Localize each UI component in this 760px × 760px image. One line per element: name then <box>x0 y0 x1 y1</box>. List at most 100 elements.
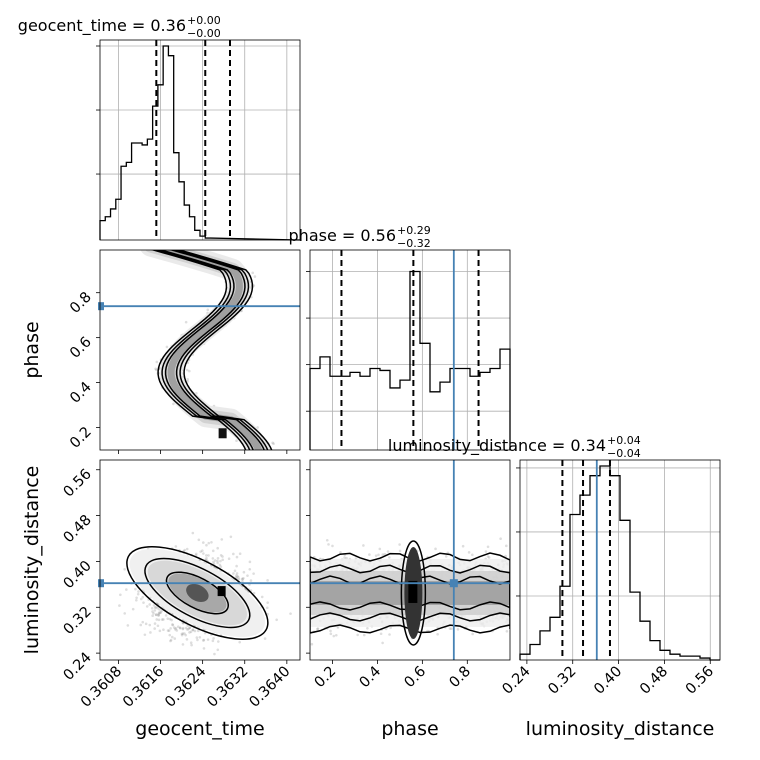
sample-point <box>155 368 158 372</box>
sample-point <box>183 548 186 552</box>
sample-point <box>153 622 157 625</box>
sample-point <box>467 551 471 554</box>
sample-point <box>216 561 219 565</box>
sample-point <box>170 635 174 639</box>
contour-2 <box>158 250 265 450</box>
sample-point <box>136 592 140 596</box>
sample-point <box>194 552 198 556</box>
sample-point <box>188 626 192 630</box>
sample-point <box>198 635 202 639</box>
sample-point <box>184 626 188 630</box>
sample-point <box>154 613 158 616</box>
sample-point <box>241 578 244 581</box>
sample-point <box>368 553 371 556</box>
sample-point <box>237 577 241 581</box>
sample-point <box>207 541 211 545</box>
xlabel-geocent_time: geocent_time <box>135 718 264 740</box>
sample-point <box>216 559 219 563</box>
title-upper-phase: +0.29 <box>397 224 431 237</box>
sample-point <box>271 441 274 445</box>
sample-point <box>154 367 157 371</box>
sample-point <box>436 632 439 636</box>
sample-point <box>195 636 199 639</box>
sample-point <box>166 617 170 620</box>
sample-point <box>252 284 256 287</box>
sample-point <box>212 560 215 564</box>
title-text-geocent_time: geocent_time = 0.36 <box>18 16 186 36</box>
sample-point <box>235 439 238 442</box>
sample-point <box>265 606 269 610</box>
sample-point <box>143 633 147 637</box>
sample-point <box>153 609 157 612</box>
contour-1 <box>310 564 510 622</box>
sample-point <box>164 614 168 617</box>
sample-point <box>456 628 460 631</box>
sample-point <box>185 638 189 641</box>
sample-point <box>202 552 205 555</box>
sample-point <box>176 625 180 629</box>
sample-point <box>151 614 154 618</box>
sample-point <box>157 614 160 617</box>
sample-point <box>232 552 235 556</box>
sample-point <box>183 632 186 635</box>
sample-point <box>157 613 161 617</box>
sample-point <box>211 549 215 553</box>
sample-point <box>266 601 270 604</box>
sample-point <box>219 565 223 569</box>
sample-point <box>216 557 220 560</box>
sample-point <box>118 604 121 607</box>
sample-point <box>362 544 365 547</box>
ylabel-luminosity_distance: luminosity_distance <box>21 466 43 655</box>
sample-point <box>123 612 127 615</box>
sample-point <box>216 546 219 550</box>
sample-point <box>378 547 382 551</box>
sample-point <box>123 568 126 571</box>
title-upper-luminosity_distance: +0.04 <box>607 434 641 447</box>
density-peak <box>408 580 418 603</box>
panel-luminosity_distance_vs_geocent_time <box>118 531 292 656</box>
xtick-label-geocent_time-2: 0.3624 <box>162 664 209 711</box>
sample-point <box>220 538 224 541</box>
sample-point <box>152 604 156 607</box>
sample-point <box>178 626 182 630</box>
sample-point <box>155 360 159 364</box>
sample-point <box>202 639 205 642</box>
sample-point <box>219 559 222 563</box>
sample-point <box>172 402 175 406</box>
sample-point <box>126 624 130 627</box>
sample-point <box>487 556 491 559</box>
sample-point <box>185 547 189 551</box>
panel-frame-geocent_time <box>99 39 301 241</box>
sample-point <box>238 640 241 644</box>
sample-point <box>169 627 172 630</box>
panel-frame-luminosity_distance_vs_phase <box>309 459 511 661</box>
xtick-label-luminosity_distance-1: 0.32 <box>545 664 579 698</box>
sample-point <box>242 570 246 574</box>
xtick-label-luminosity_distance-0: 0.24 <box>500 664 534 698</box>
sample-point <box>386 550 390 553</box>
sample-point <box>201 549 204 553</box>
sample-point <box>471 632 474 636</box>
sample-point <box>139 597 143 601</box>
sample-point <box>190 643 193 647</box>
contour-peak <box>400 540 427 646</box>
xtick-label-geocent_time-1: 0.3616 <box>120 664 167 711</box>
sample-point <box>154 605 158 609</box>
title-lower-phase: −0.32 <box>397 237 431 250</box>
panel-frame-luminosity_distance <box>519 459 721 661</box>
sample-point <box>327 543 330 546</box>
sample-point <box>366 626 369 630</box>
sample-point <box>486 555 490 558</box>
contour-2 <box>310 575 510 611</box>
sample-point <box>206 638 210 641</box>
sample-point <box>216 648 220 652</box>
sample-point <box>131 607 135 611</box>
sample-point <box>252 572 255 575</box>
sample-point <box>169 638 173 642</box>
sample-point <box>252 591 256 595</box>
sample-point <box>232 572 235 575</box>
sample-point <box>256 426 259 429</box>
ylabel-phase: phase <box>21 321 43 378</box>
sample-point <box>157 611 161 615</box>
